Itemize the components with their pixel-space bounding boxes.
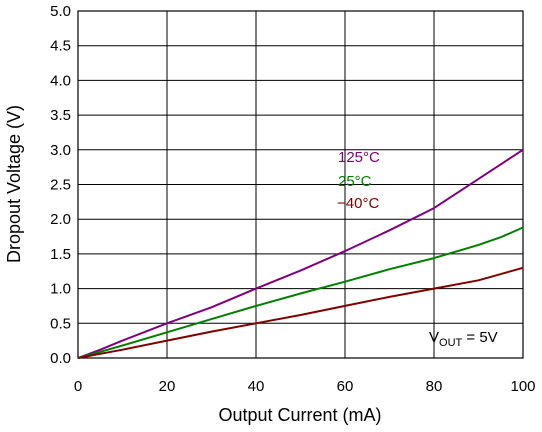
y-tick-label: 0.5 [50,315,71,332]
series-line-1 [77,226,524,359]
y-tick-label: 1.5 [50,246,71,263]
x-tick-label: 40 [248,378,265,395]
tick-labels: 0 20 40 60 80 100 0.0 0.5 1.0 1.5 2.0 2.5 3.0 3.5 4.0 4… [50,3,535,395]
y-tick-label: 5.0 [50,3,71,20]
y-tick-label: 4.0 [50,72,71,89]
series-label-125c: 125°C [338,149,380,166]
series-label-minus40c: −40°C [337,195,379,212]
x-tick-label: 100 [510,378,535,395]
grid [77,10,524,359]
vout-annotation: VOUT = 5V [429,329,498,349]
y-tick-label: 3.5 [50,107,71,124]
vout-annotation-tail: = 5V [462,329,497,346]
y-tick-label: 0.0 [50,350,71,367]
x-tick-label: 0 [74,378,82,395]
x-tick-label: 80 [426,378,443,395]
series-line-2 [77,266,524,359]
x-tick-label: 60 [337,378,354,395]
y-tick-label: 3.0 [50,142,71,159]
x-tick-label: 20 [159,378,176,395]
plot-border [77,10,524,359]
series-line-0 [77,148,524,359]
series-label-25c: 25°C [338,173,372,190]
y-axis-label: Dropout Voltage (V) [4,105,24,263]
vout-annotation-main: V [429,329,439,346]
y-tick-label: 1.0 [50,281,71,298]
y-tick-label: 2.0 [50,211,71,228]
y-tick-label: 4.5 [50,38,71,55]
series-lines [77,148,524,359]
x-axis-label: Output Current (mA) [218,405,381,425]
vout-annotation-sub: OUT [439,337,463,349]
y-tick-label: 2.5 [50,177,71,194]
